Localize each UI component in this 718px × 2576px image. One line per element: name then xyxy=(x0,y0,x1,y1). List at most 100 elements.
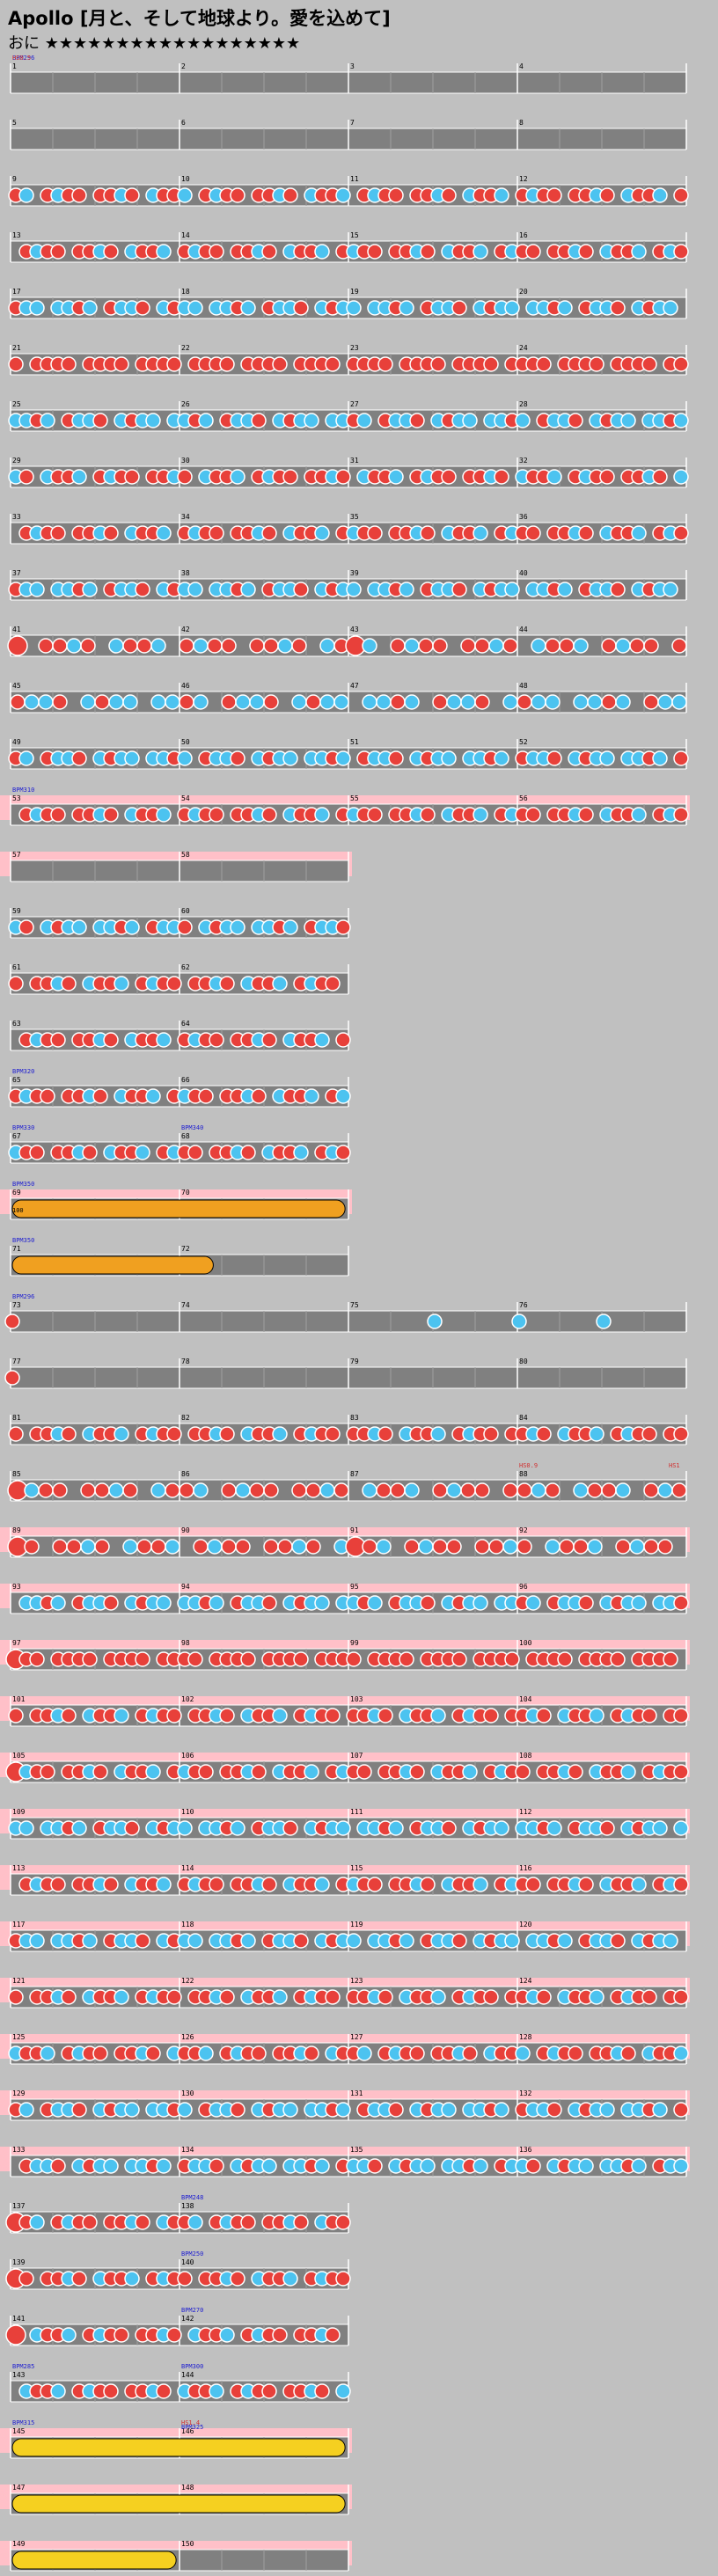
measure-number: 67 xyxy=(12,1132,21,1140)
ka-note xyxy=(145,413,161,428)
ka-note xyxy=(631,2158,647,2174)
don-note xyxy=(263,1539,279,1555)
don-note xyxy=(643,638,659,654)
measure-number: 128 xyxy=(519,2033,532,2041)
ka-note xyxy=(652,750,668,766)
ka-note xyxy=(511,1314,527,1329)
ka-note xyxy=(18,2102,34,2118)
ka-note xyxy=(388,469,404,485)
don-note xyxy=(610,1651,626,1667)
don-note xyxy=(390,638,406,654)
don-note xyxy=(198,1764,214,1780)
don-note xyxy=(335,1032,351,1048)
ka-note xyxy=(40,413,55,428)
ka-note xyxy=(150,638,166,654)
don-note xyxy=(587,1482,603,1498)
ka-note xyxy=(663,582,678,597)
ka-note xyxy=(103,2158,119,2174)
ka-note xyxy=(177,187,193,203)
ka-note xyxy=(333,694,349,710)
ka-note xyxy=(187,2214,203,2230)
don-note xyxy=(673,807,689,823)
don-note xyxy=(483,356,499,372)
don-note xyxy=(388,187,404,203)
don-note xyxy=(504,1651,520,1667)
don-note xyxy=(61,1708,77,1723)
ka-note xyxy=(124,750,140,766)
don-note xyxy=(251,1764,267,1780)
don-note xyxy=(18,469,34,485)
don-note xyxy=(305,1482,321,1498)
measure-number: 34 xyxy=(181,513,190,521)
ka-note xyxy=(494,750,509,766)
measure-number: 101 xyxy=(12,1695,26,1703)
ka-note xyxy=(388,1820,404,1836)
measure-number: 71 xyxy=(12,1245,21,1253)
don-note xyxy=(4,1370,20,1386)
don-note xyxy=(517,1539,532,1555)
don-note xyxy=(641,1708,657,1723)
don-note xyxy=(388,750,404,766)
bpm-label: BPM315 xyxy=(12,2419,34,2426)
ka-note xyxy=(573,638,589,654)
ka-note xyxy=(209,2383,224,2399)
ka-note xyxy=(240,1933,256,1949)
measure-number: 72 xyxy=(181,1245,190,1253)
measure-number: 117 xyxy=(12,1921,26,1928)
don-note xyxy=(515,1764,531,1780)
don-note xyxy=(103,1032,119,1048)
ka-note xyxy=(494,1820,509,1836)
bpm-label: BPM310 xyxy=(12,787,34,794)
ka-note xyxy=(314,1877,330,1892)
measure-number: 78 xyxy=(181,1358,190,1365)
ka-note xyxy=(304,1088,319,1104)
ka-note xyxy=(502,1539,518,1555)
song-title: Apollo [月と、そして地球より。愛を込めて] xyxy=(8,8,391,29)
ka-note xyxy=(615,638,631,654)
ka-note xyxy=(198,2045,214,2061)
ka-note xyxy=(631,244,647,260)
don-note xyxy=(610,1933,626,1949)
ka-note xyxy=(156,807,172,823)
measure-number: 11 xyxy=(350,175,359,183)
measure-number: 50 xyxy=(181,738,190,746)
bpm-label: BPM330 xyxy=(12,1124,34,1131)
ka-note xyxy=(38,694,54,710)
big-don-note xyxy=(7,635,28,656)
don-note xyxy=(209,244,224,260)
ka-note xyxy=(620,1764,636,1780)
don-note xyxy=(432,1482,448,1498)
don-note xyxy=(8,1989,24,2005)
ka-note xyxy=(293,1145,309,1160)
ka-note xyxy=(531,694,546,710)
don-note xyxy=(240,2214,256,2230)
ka-note xyxy=(473,244,488,260)
ka-note xyxy=(177,750,193,766)
ka-note xyxy=(150,694,166,710)
don-note xyxy=(568,1764,583,1780)
ka-note xyxy=(272,1989,288,2005)
measure-number: 48 xyxy=(519,682,528,690)
don-note xyxy=(52,694,68,710)
don-note xyxy=(92,2045,108,2061)
don-note xyxy=(488,1539,504,1555)
don-note xyxy=(219,356,235,372)
ka-note xyxy=(50,1595,66,1611)
ka-note xyxy=(652,1820,668,1836)
ka-note xyxy=(652,2102,668,2118)
don-note xyxy=(399,1651,414,1667)
measure-number: 106 xyxy=(181,1752,194,1760)
don-note xyxy=(446,1539,462,1555)
ka-note xyxy=(615,1482,631,1498)
don-note xyxy=(525,1877,541,1892)
measure-number: 133 xyxy=(12,2146,26,2154)
ka-note xyxy=(29,1933,45,1949)
don-note xyxy=(293,2214,309,2230)
ka-note xyxy=(356,413,372,428)
measure-number: 114 xyxy=(181,1864,194,1872)
measure-number: 31 xyxy=(350,457,359,465)
don-note xyxy=(61,1426,77,1442)
ka-note xyxy=(314,1032,330,1048)
bpm-label: BPM296 xyxy=(12,55,34,62)
ka-note xyxy=(277,638,293,654)
